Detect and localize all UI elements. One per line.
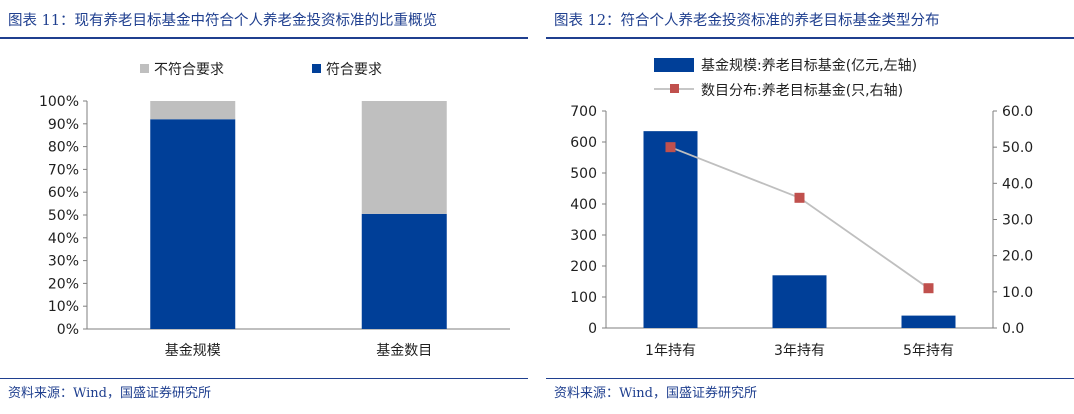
right-bar: [643, 131, 698, 328]
right-left-y-tick-label: 0: [588, 321, 597, 337]
left-y-tick-label: 70%: [48, 162, 79, 178]
right-source-rule: [546, 378, 1074, 379]
right-left-y-tick-label: 500: [570, 166, 597, 182]
right-right-y-tick-label: 50.0: [1002, 140, 1033, 156]
right-bar: [901, 315, 956, 328]
right-legend-bar-swatch: [654, 58, 694, 72]
right-x-category-label: 3年持有: [774, 343, 825, 359]
right-combo-chart: 0 100 200 300 400 500 600 700 0.0 10.0 20.0 30.0 40.…: [570, 57, 1033, 359]
right-right-y-tick-label: 20.0: [1002, 249, 1033, 265]
right-source-note: 资料来源：Wind，国盛证券研究所: [554, 386, 757, 401]
left-legend-swatch: [140, 64, 149, 73]
right-left-y-tick-label: 200: [570, 259, 597, 275]
left-bar-segment: [150, 101, 236, 120]
right-legend-line-label: 数目分布:养老目标基金(只,右轴): [701, 82, 903, 99]
left-y-tick-label: 60%: [48, 185, 79, 201]
left-legend-label: 符合要求: [326, 62, 382, 78]
right-line-marker: [665, 142, 676, 153]
right-left-y-tick-label: 400: [570, 197, 597, 213]
right-figure-panel: 图表 12：符合个人养老金投资标准的养老目标基金类型分布 0 100 200 300 4…: [546, 0, 1074, 414]
left-y-tick-label: 100%: [39, 94, 79, 110]
left-figure-panel: 图表 11：现有养老目标基金中符合个人养老金投资标准的比重概览 0% 10% 20%…: [0, 0, 528, 414]
right-bar: [772, 275, 827, 328]
left-source-rule: [0, 378, 528, 379]
left-y-tick-label: 80%: [48, 140, 79, 156]
right-left-y-tick-label: 100: [570, 290, 597, 306]
left-y-tick-label: 20%: [48, 276, 79, 292]
left-bar-segment: [361, 213, 447, 329]
right-title-rule: [546, 37, 1074, 39]
left-title-rule: [0, 37, 528, 39]
right-figure-title: 图表 12：符合个人养老金投资标准的养老目标基金类型分布: [554, 13, 940, 29]
right-right-y-tick-label: 10.0: [1002, 285, 1033, 301]
left-stacked-bar-chart: 0% 10% 20% 30% 40% 50% 60% 70% 80% 90% 100% 基金规模 基金数…: [39, 62, 510, 359]
right-legend-marker-swatch: [670, 84, 679, 93]
left-legend-label: 不符合要求: [154, 62, 224, 78]
right-left-y-tick-label: 300: [570, 228, 597, 244]
left-y-tick-label: 0%: [57, 322, 79, 338]
right-line-series: [670, 146, 930, 289]
right-right-y-tick-label: 40.0: [1002, 176, 1033, 192]
right-right-y-tick-label: 60.0: [1002, 104, 1033, 120]
left-legend-swatch: [312, 64, 321, 73]
right-line-marker: [794, 192, 805, 203]
left-y-tick-label: 90%: [48, 117, 79, 133]
right-right-y-tick-label: 0.0: [1002, 321, 1024, 337]
left-y-tick-label: 50%: [48, 208, 79, 224]
left-figure-title: 图表 11：现有养老目标基金中符合个人养老金投资标准的比重概览: [8, 13, 438, 29]
right-line-marker: [923, 283, 934, 294]
right-legend-bar-label: 基金规模:养老目标基金(亿元,左轴): [701, 57, 917, 74]
right-x-category-label: 5年持有: [903, 343, 954, 359]
left-y-tick-label: 30%: [48, 254, 79, 270]
right-x-category-label: 1年持有: [645, 343, 696, 359]
left-bar-segment: [150, 119, 236, 330]
left-bar-segment: [361, 101, 447, 214]
left-y-tick-label: 40%: [48, 231, 79, 247]
right-right-y-tick-label: 30.0: [1002, 213, 1033, 229]
right-left-y-tick-label: 600: [570, 135, 597, 151]
left-x-category-label: 基金数目: [376, 342, 432, 359]
right-left-y-tick-label: 700: [570, 104, 597, 120]
left-x-category-label: 基金规模: [165, 342, 221, 359]
left-y-tick-label: 10%: [48, 299, 79, 315]
left-source-note: 资料来源：Wind，国盛证券研究所: [8, 386, 211, 401]
